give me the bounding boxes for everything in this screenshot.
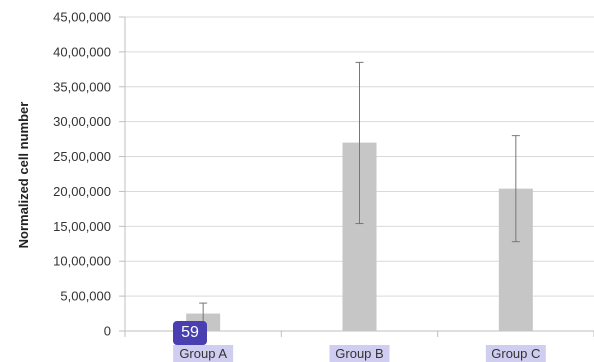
y-tick-label: 20,00,000: [53, 184, 111, 199]
y-tick-label: 10,00,000: [53, 254, 111, 269]
y-tick-label: 40,00,000: [53, 44, 111, 59]
y-tick-label: 15,00,000: [53, 219, 111, 234]
y-tick-label: 5,00,000: [60, 289, 111, 304]
y-tick-label: 45,00,000: [53, 10, 111, 25]
x-category-label: Group C: [491, 346, 540, 361]
category-highlight: [485, 345, 546, 362]
y-tick-label: 0: [104, 324, 111, 339]
y-tick-label: 30,00,000: [53, 114, 111, 129]
x-axis-categories: Group A Group B Group C: [173, 345, 546, 362]
y-axis-title: Normalized cell number: [16, 102, 31, 249]
y-tick-label: 35,00,000: [53, 79, 111, 94]
x-category-label: Group A: [179, 346, 227, 361]
count-badge: 59: [173, 321, 207, 345]
category-highlight: [173, 345, 234, 362]
y-axis-ticks: 0 5,00,000 10,00,000 15,00,000 20,00,000 25,0…: [53, 10, 111, 339]
y-tick-label: 25,00,000: [53, 149, 111, 164]
x-category-label: Group B: [335, 346, 383, 361]
category-highlight: [329, 345, 390, 362]
